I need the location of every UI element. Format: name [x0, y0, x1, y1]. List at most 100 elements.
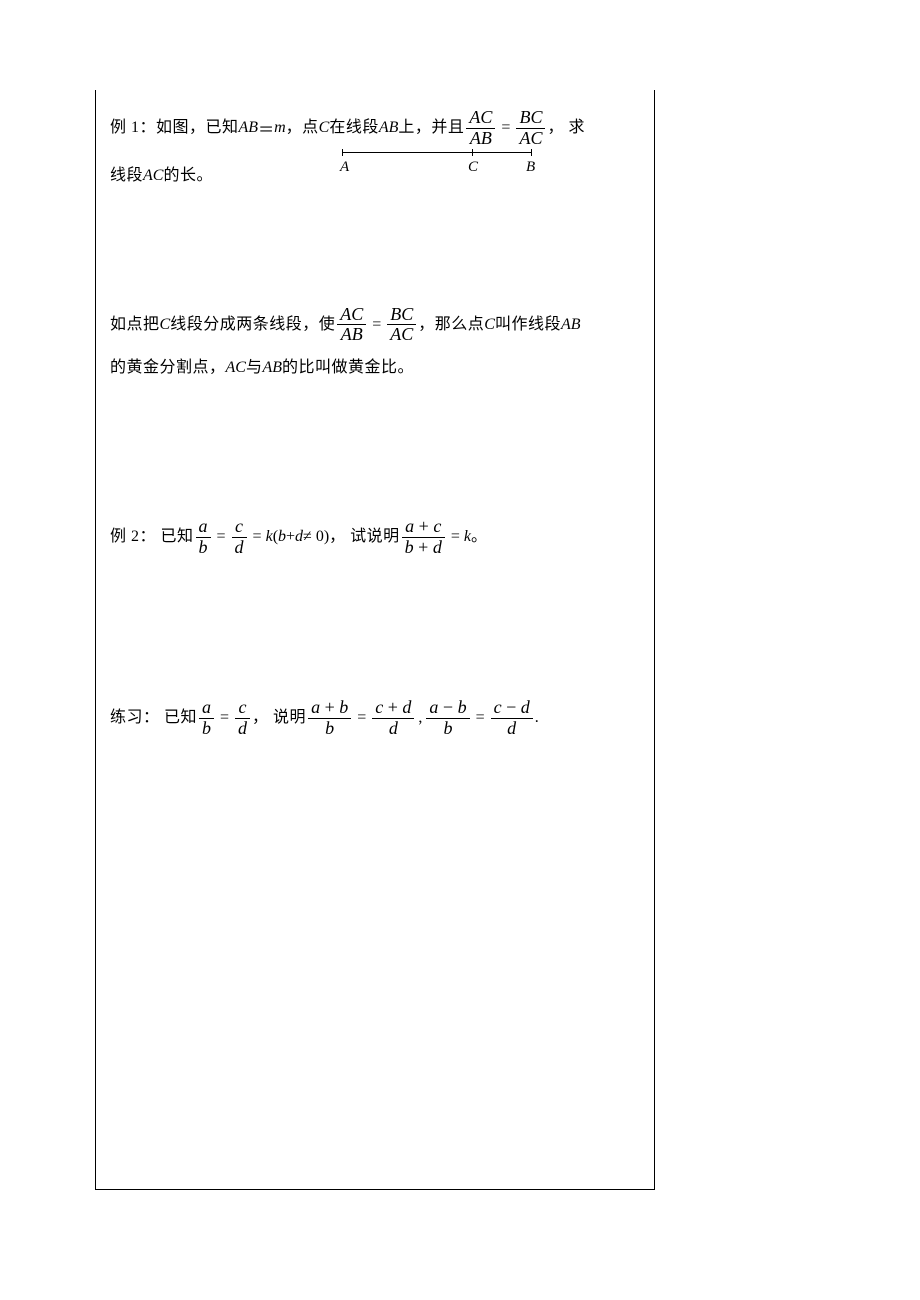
pr-f6-c: c	[494, 697, 502, 717]
ex1-prefix: 例 1：如图，已知	[110, 120, 239, 136]
pr-comma: ,	[418, 709, 422, 727]
ex1-tail: ， 求	[547, 120, 585, 136]
ex2-f3-b: b	[405, 537, 414, 557]
def-mid3: 叫作线段	[495, 317, 561, 333]
example-2-line: 例 2： 已知 a b = c d = k ( b + d ≠ 0 ) ， 试说…	[110, 517, 642, 558]
pr-f1: a b	[199, 698, 214, 739]
ex2-f3-den: b + d	[402, 538, 445, 558]
pr-f3-den: b	[308, 719, 351, 739]
ex2-eq2: =	[253, 528, 262, 546]
pr-eq3: =	[476, 709, 485, 727]
pr-f3: a + b b	[308, 698, 351, 739]
example-1: 例 1：如图，已知 AB ＝ m ，点 C 在线段 AB 上，并且 AC AB …	[110, 108, 642, 185]
ex1-l2b: AC	[143, 167, 163, 185]
def-mid2: ，那么点	[418, 317, 484, 333]
ex1-mid3: 上，并且	[398, 120, 464, 136]
segment-line	[342, 152, 532, 153]
ex2-k: k	[266, 528, 273, 546]
def-frac2-num: BC	[387, 305, 416, 326]
pr-f5-den: b	[426, 719, 469, 739]
ex2-cond-neq: ≠ 0	[303, 528, 324, 546]
pr-f4-op: +	[383, 697, 402, 717]
ex2-f2-den: d	[232, 538, 247, 558]
ex2-eq1: =	[217, 528, 226, 546]
def-frac1: AC AB	[337, 305, 366, 346]
def-ab: AB	[561, 316, 581, 334]
ex1-frac1-num: AC	[466, 108, 495, 129]
pr-f2: c d	[235, 698, 250, 739]
def-l2a: 的黄金分割点，	[110, 360, 226, 376]
example-1-line2: 线段 AC 的长。	[110, 167, 642, 185]
def-eq: =	[372, 316, 381, 334]
pr-mid: ， 说明	[252, 710, 306, 726]
pr-f3-a: a	[311, 697, 320, 717]
def-l2d: AB	[262, 359, 282, 377]
ex2-tail: 。	[471, 529, 488, 545]
page-container: 例 1：如图，已知 AB ＝ m ，点 C 在线段 AB 上，并且 AC AB …	[0, 0, 920, 1300]
pr-f4-den: d	[372, 719, 414, 739]
segment-label-a: A	[340, 159, 349, 176]
pr-f3-b: b	[339, 697, 348, 717]
ex1-m: m	[274, 119, 286, 137]
pr-f4-d: d	[402, 697, 411, 717]
pr-f5-num: a − b	[426, 698, 469, 719]
ex2-f1-den: b	[196, 538, 211, 558]
pr-eq2: =	[357, 709, 366, 727]
ex1-ab: AB	[239, 119, 259, 137]
pr-f6-den: d	[491, 719, 533, 739]
ex2-f3-plus: +	[414, 516, 433, 536]
ex2-f1: a b	[196, 517, 211, 558]
ex1-l2a: 线段	[110, 168, 143, 184]
segment-label-b: B	[526, 159, 535, 176]
pr-f6: c − d d	[491, 698, 533, 739]
practice: 练习： 已知 a b = c d ， 说明 a + b b = c + d	[110, 698, 642, 739]
pr-f6-num: c − d	[491, 698, 533, 719]
ex1-frac1: AC AB	[466, 108, 495, 149]
ex2-f3-c: c	[433, 516, 441, 536]
pr-f5: a − b b	[426, 698, 469, 739]
ex2-eq3: =	[451, 528, 460, 546]
ex1-l2c: 的长。	[163, 168, 213, 184]
pr-f5-b: b	[458, 697, 467, 717]
ex2-f1-num: a	[196, 517, 211, 538]
ex2-f2: c d	[232, 517, 247, 558]
segment-diagram: A C B	[342, 152, 542, 159]
ex2-f3-num: a + c	[402, 517, 445, 538]
golden-ratio-definition: 如点把 C 线段分成两条线段，使 AC AB = BC AC ，那么点 C 叫作…	[110, 305, 642, 378]
ex1-frac2-num: BC	[516, 108, 545, 129]
example-2: 例 2： 已知 a b = c d = k ( b + d ≠ 0 ) ， 试说…	[110, 517, 642, 558]
ex1-frac2: BC AC	[516, 108, 545, 149]
pr-f6-op: −	[502, 697, 521, 717]
ex2-cond-d: d	[295, 528, 303, 546]
pr-f5-op: −	[438, 697, 457, 717]
def-l2c: 与	[246, 360, 263, 376]
ex1-mid: ，点	[286, 120, 319, 136]
def-c: C	[160, 316, 171, 334]
ex1-eq1: ＝	[258, 116, 274, 140]
ex2-prefix: 例 2： 已知	[110, 529, 194, 545]
pr-f2-den: d	[235, 719, 250, 739]
ex2-cond-plus: +	[286, 528, 295, 546]
pr-f1-den: b	[199, 719, 214, 739]
practice-line: 练习： 已知 a b = c d ， 说明 a + b b = c + d	[110, 698, 642, 739]
pr-f4-num: c + d	[372, 698, 414, 719]
def-l2e: 的比叫做黄金比。	[282, 360, 414, 376]
def-frac1-num: AC	[337, 305, 366, 326]
ex2-f2-num: c	[232, 517, 247, 538]
pr-prefix: 练习： 已知	[110, 710, 197, 726]
def-line1: 如点把 C 线段分成两条线段，使 AC AB = BC AC ，那么点 C 叫作…	[110, 305, 642, 346]
def-prefix: 如点把	[110, 317, 160, 333]
def-l2b: AC	[226, 359, 246, 377]
pr-tail: .	[535, 709, 539, 727]
pr-eq1: =	[220, 709, 229, 727]
segment-label-c: C	[468, 159, 478, 176]
ex2-cond-b: b	[278, 528, 286, 546]
def-c2: C	[484, 316, 495, 334]
ex1-mid2: 在线段	[329, 120, 379, 136]
def-line2: 的黄金分割点， AC 与 AB 的比叫做黄金比。	[110, 359, 642, 377]
pr-f6-d: d	[521, 697, 530, 717]
pr-f2-num: c	[235, 698, 250, 719]
content-frame: 例 1：如图，已知 AB ＝ m ，点 C 在线段 AB 上，并且 AC AB …	[95, 90, 655, 1190]
def-frac1-den: AB	[337, 325, 366, 345]
def-mid1: 线段分成两条线段，使	[170, 317, 335, 333]
